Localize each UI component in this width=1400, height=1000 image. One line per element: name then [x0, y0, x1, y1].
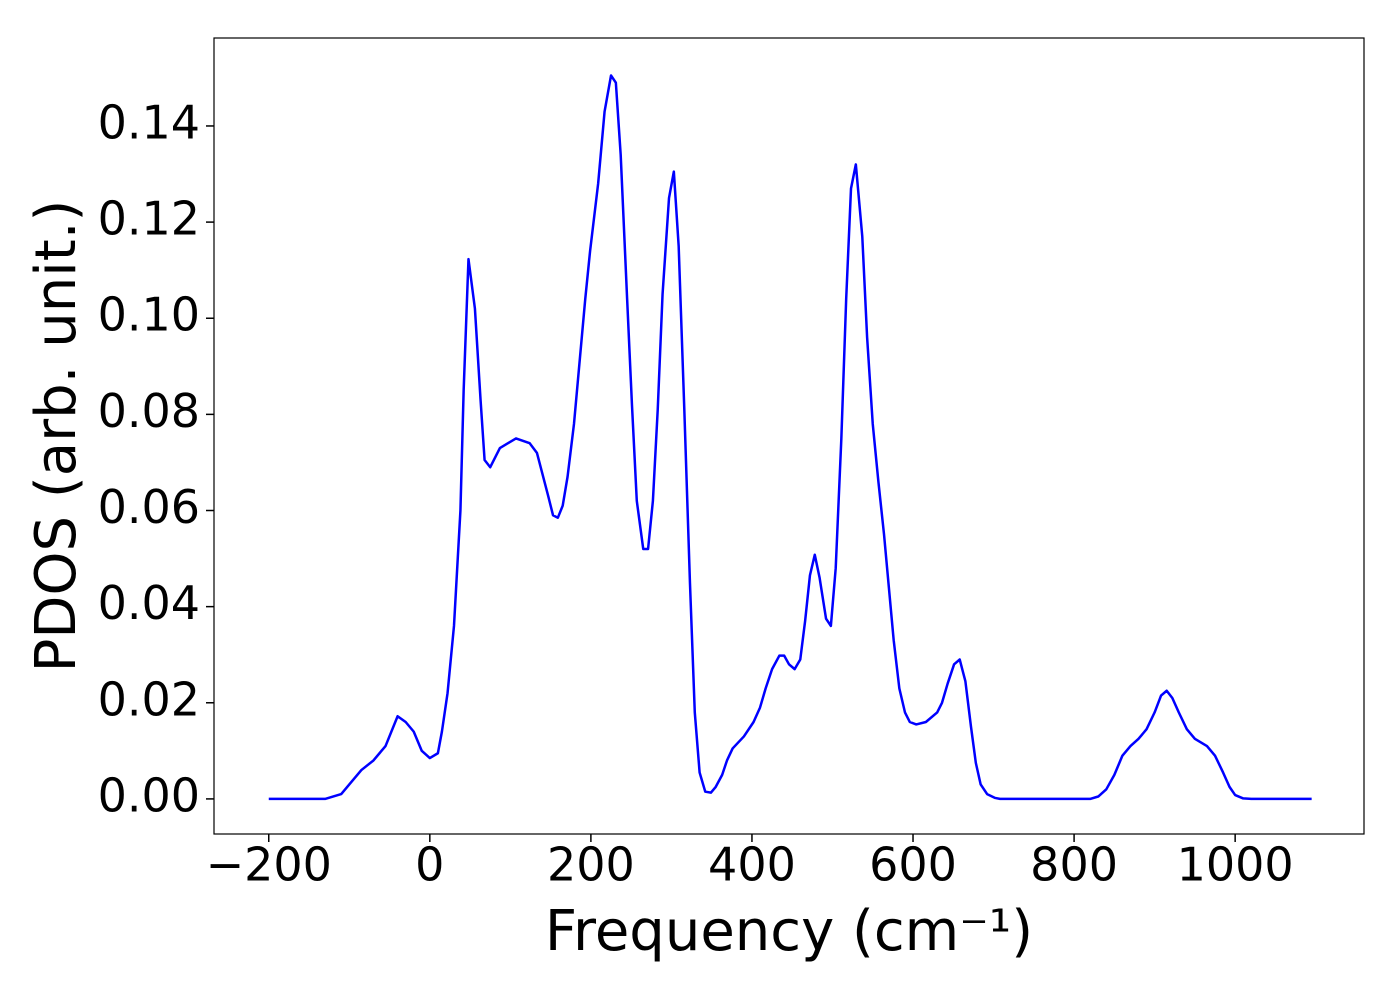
y-tick-label: 0.08 [98, 384, 200, 438]
pdos-line [268, 74, 1312, 801]
x-axis-label: Frequency (cm⁻¹) [545, 899, 1033, 964]
y-tick-label: 0.04 [98, 576, 200, 630]
y-tick-label: 0.12 [98, 192, 200, 246]
y-tick-label: 0.00 [98, 768, 200, 822]
x-tick-label: 1000 [1177, 838, 1294, 892]
x-tick-label: 400 [708, 838, 796, 892]
y-tick-label: 0.14 [98, 95, 200, 149]
x-tick-label: 200 [547, 838, 635, 892]
x-tick-label: 0 [415, 838, 444, 892]
plot-frame [213, 37, 1365, 835]
x-tick-label: 600 [869, 838, 957, 892]
y-tick-label: 0.02 [98, 672, 200, 726]
y-axis-label: PDOS (arb. unit.) [24, 200, 89, 673]
x-tick-label: 800 [1030, 838, 1118, 892]
y-tick-label: 0.06 [98, 480, 200, 534]
x-tick-label: −200 [206, 838, 332, 892]
y-tick-label: 0.10 [98, 288, 200, 342]
